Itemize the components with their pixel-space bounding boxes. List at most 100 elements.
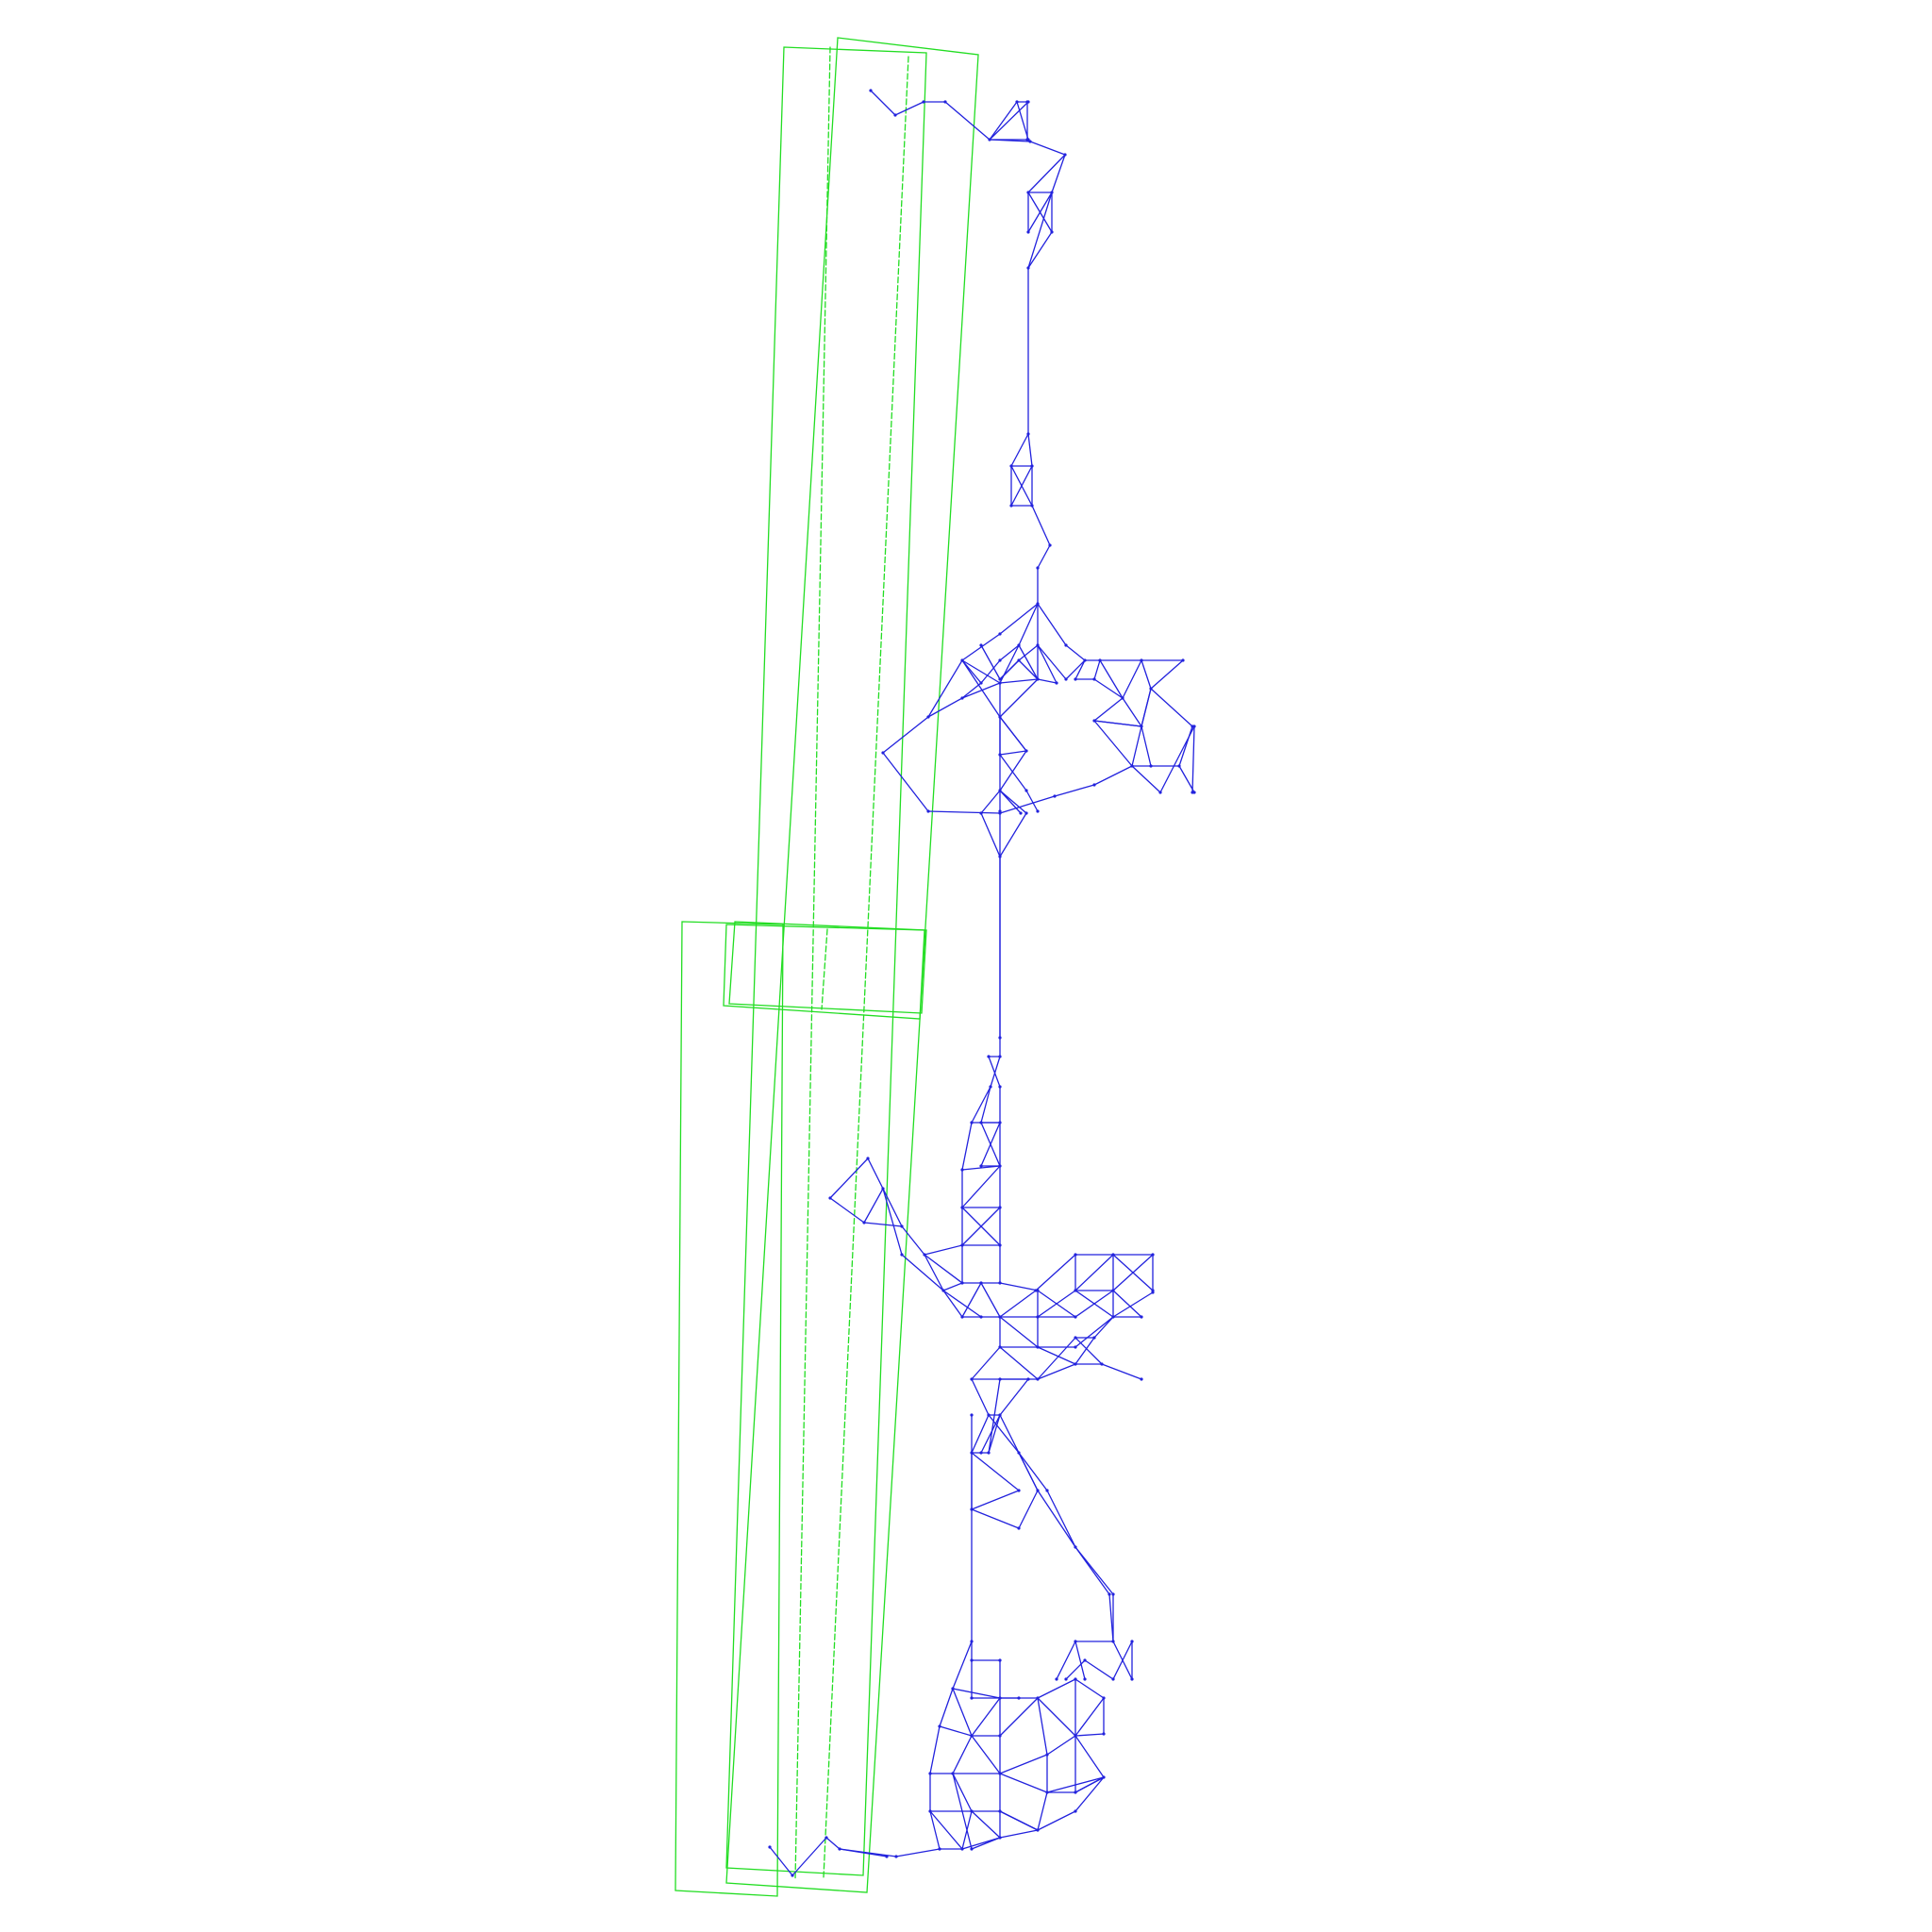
mesh-node <box>998 1036 1002 1040</box>
mesh-edge <box>971 1697 1001 1737</box>
mesh-edge <box>929 1725 941 1774</box>
mesh-edge <box>1010 433 1029 467</box>
mesh-edge <box>1093 1316 1114 1339</box>
mesh-node <box>1083 658 1087 662</box>
mesh-node <box>998 753 1002 757</box>
mesh-edge <box>971 1414 990 1454</box>
mesh-node <box>838 1847 841 1851</box>
mesh-edge <box>1018 1452 1048 1491</box>
mesh-edge <box>999 1697 1039 1737</box>
mesh-edge <box>1074 1337 1103 1365</box>
mesh-edge <box>924 1254 963 1284</box>
mesh-edge <box>1065 659 1086 680</box>
mesh-node <box>989 1085 992 1089</box>
mesh-edge <box>1031 505 1051 546</box>
mesh-node <box>979 681 983 685</box>
mesh-node <box>1036 1696 1040 1700</box>
mesh-node <box>1026 138 1030 142</box>
mesh-edge <box>999 1829 1039 1839</box>
mesh-node <box>1149 764 1153 768</box>
mesh-edge <box>980 1414 1001 1454</box>
mesh-node <box>1026 1377 1030 1381</box>
mesh-edge <box>952 1773 973 1812</box>
mesh-edge <box>1029 141 1066 156</box>
mesh-edge <box>1159 725 1195 793</box>
mesh-node <box>791 1874 794 1877</box>
mesh-edge <box>1150 688 1193 727</box>
mesh-node <box>1017 1526 1021 1530</box>
mesh-node <box>900 1224 904 1228</box>
mesh-edge <box>839 1848 888 1857</box>
mesh-edge <box>901 1254 944 1291</box>
mesh-edge <box>1074 1337 1095 1365</box>
mesh-edge <box>1018 644 1039 661</box>
mesh-node <box>960 1206 964 1209</box>
mesh-node <box>941 1289 945 1292</box>
mesh-node <box>1130 1640 1134 1643</box>
mesh-edge <box>1093 659 1101 680</box>
mesh-node <box>1092 783 1096 787</box>
mesh-edge <box>1074 1546 1114 1595</box>
mesh-node <box>1074 1345 1077 1349</box>
mesh-edge <box>1074 1254 1114 1291</box>
mesh-edge <box>999 1316 1039 1348</box>
mesh-edge <box>1112 1641 1133 1680</box>
mesh-node <box>1130 764 1134 768</box>
mesh-edge <box>1027 231 1053 269</box>
mesh-node <box>1045 1489 1049 1492</box>
mesh-edge <box>1056 1641 1076 1680</box>
mesh-node <box>1083 1677 1087 1681</box>
mesh-edge <box>939 1725 973 1737</box>
mesh-node <box>1074 1545 1077 1549</box>
mesh-node <box>979 1451 983 1455</box>
mesh-node <box>1045 1753 1049 1757</box>
mesh-edge <box>971 1086 991 1124</box>
mesh-node <box>998 1345 1002 1349</box>
mesh-edge <box>1112 1291 1154 1318</box>
mesh-node <box>1036 566 1040 570</box>
mesh-edge <box>882 1188 903 1227</box>
mesh-edge <box>999 678 1039 718</box>
mesh-node <box>1024 789 1028 792</box>
mesh-node <box>998 1772 1002 1775</box>
mesh-node <box>1149 687 1153 691</box>
mesh-edge <box>999 1754 1048 1774</box>
mesh-node <box>970 1121 974 1124</box>
mesh-edge <box>867 1158 884 1190</box>
mesh-edge <box>1037 1290 1076 1318</box>
mesh-edge <box>929 1810 963 1850</box>
mesh-edge <box>980 659 1001 684</box>
mesh-node <box>893 113 897 117</box>
mesh-node <box>1026 432 1030 436</box>
mesh-node <box>951 1772 955 1775</box>
mesh-node <box>1102 1775 1106 1779</box>
triangulated-mesh <box>768 89 1196 1877</box>
mesh-node <box>1055 1677 1058 1681</box>
mesh-node <box>1191 791 1194 794</box>
mesh-edge <box>980 1086 991 1124</box>
mesh-edge <box>1027 433 1033 467</box>
mesh-node <box>1100 1362 1104 1366</box>
mesh-node <box>1064 1677 1068 1681</box>
mesh-node <box>1111 1253 1115 1257</box>
mesh-node <box>1074 1253 1077 1257</box>
mesh-node <box>1064 643 1068 647</box>
mesh-edge <box>1046 1490 1076 1548</box>
mesh-node <box>970 1696 974 1700</box>
mesh-node <box>998 658 1002 662</box>
mesh-edge <box>1093 765 1133 786</box>
mesh-node <box>1074 1315 1077 1319</box>
mesh-edge <box>988 1414 1001 1454</box>
mesh-node <box>1092 1336 1096 1340</box>
mesh-node <box>970 1451 974 1455</box>
mesh-node <box>922 100 925 104</box>
mesh-node <box>1036 1315 1040 1319</box>
mesh-edge <box>1037 644 1058 684</box>
mesh-edge <box>1037 1678 1076 1699</box>
mesh-edge <box>1037 1697 1076 1737</box>
mesh-edge <box>990 1056 1001 1088</box>
mesh-edge <box>929 1810 941 1850</box>
mesh-edge <box>924 1254 944 1291</box>
mesh-edge <box>999 678 1039 684</box>
mesh-edge <box>999 1346 1039 1380</box>
